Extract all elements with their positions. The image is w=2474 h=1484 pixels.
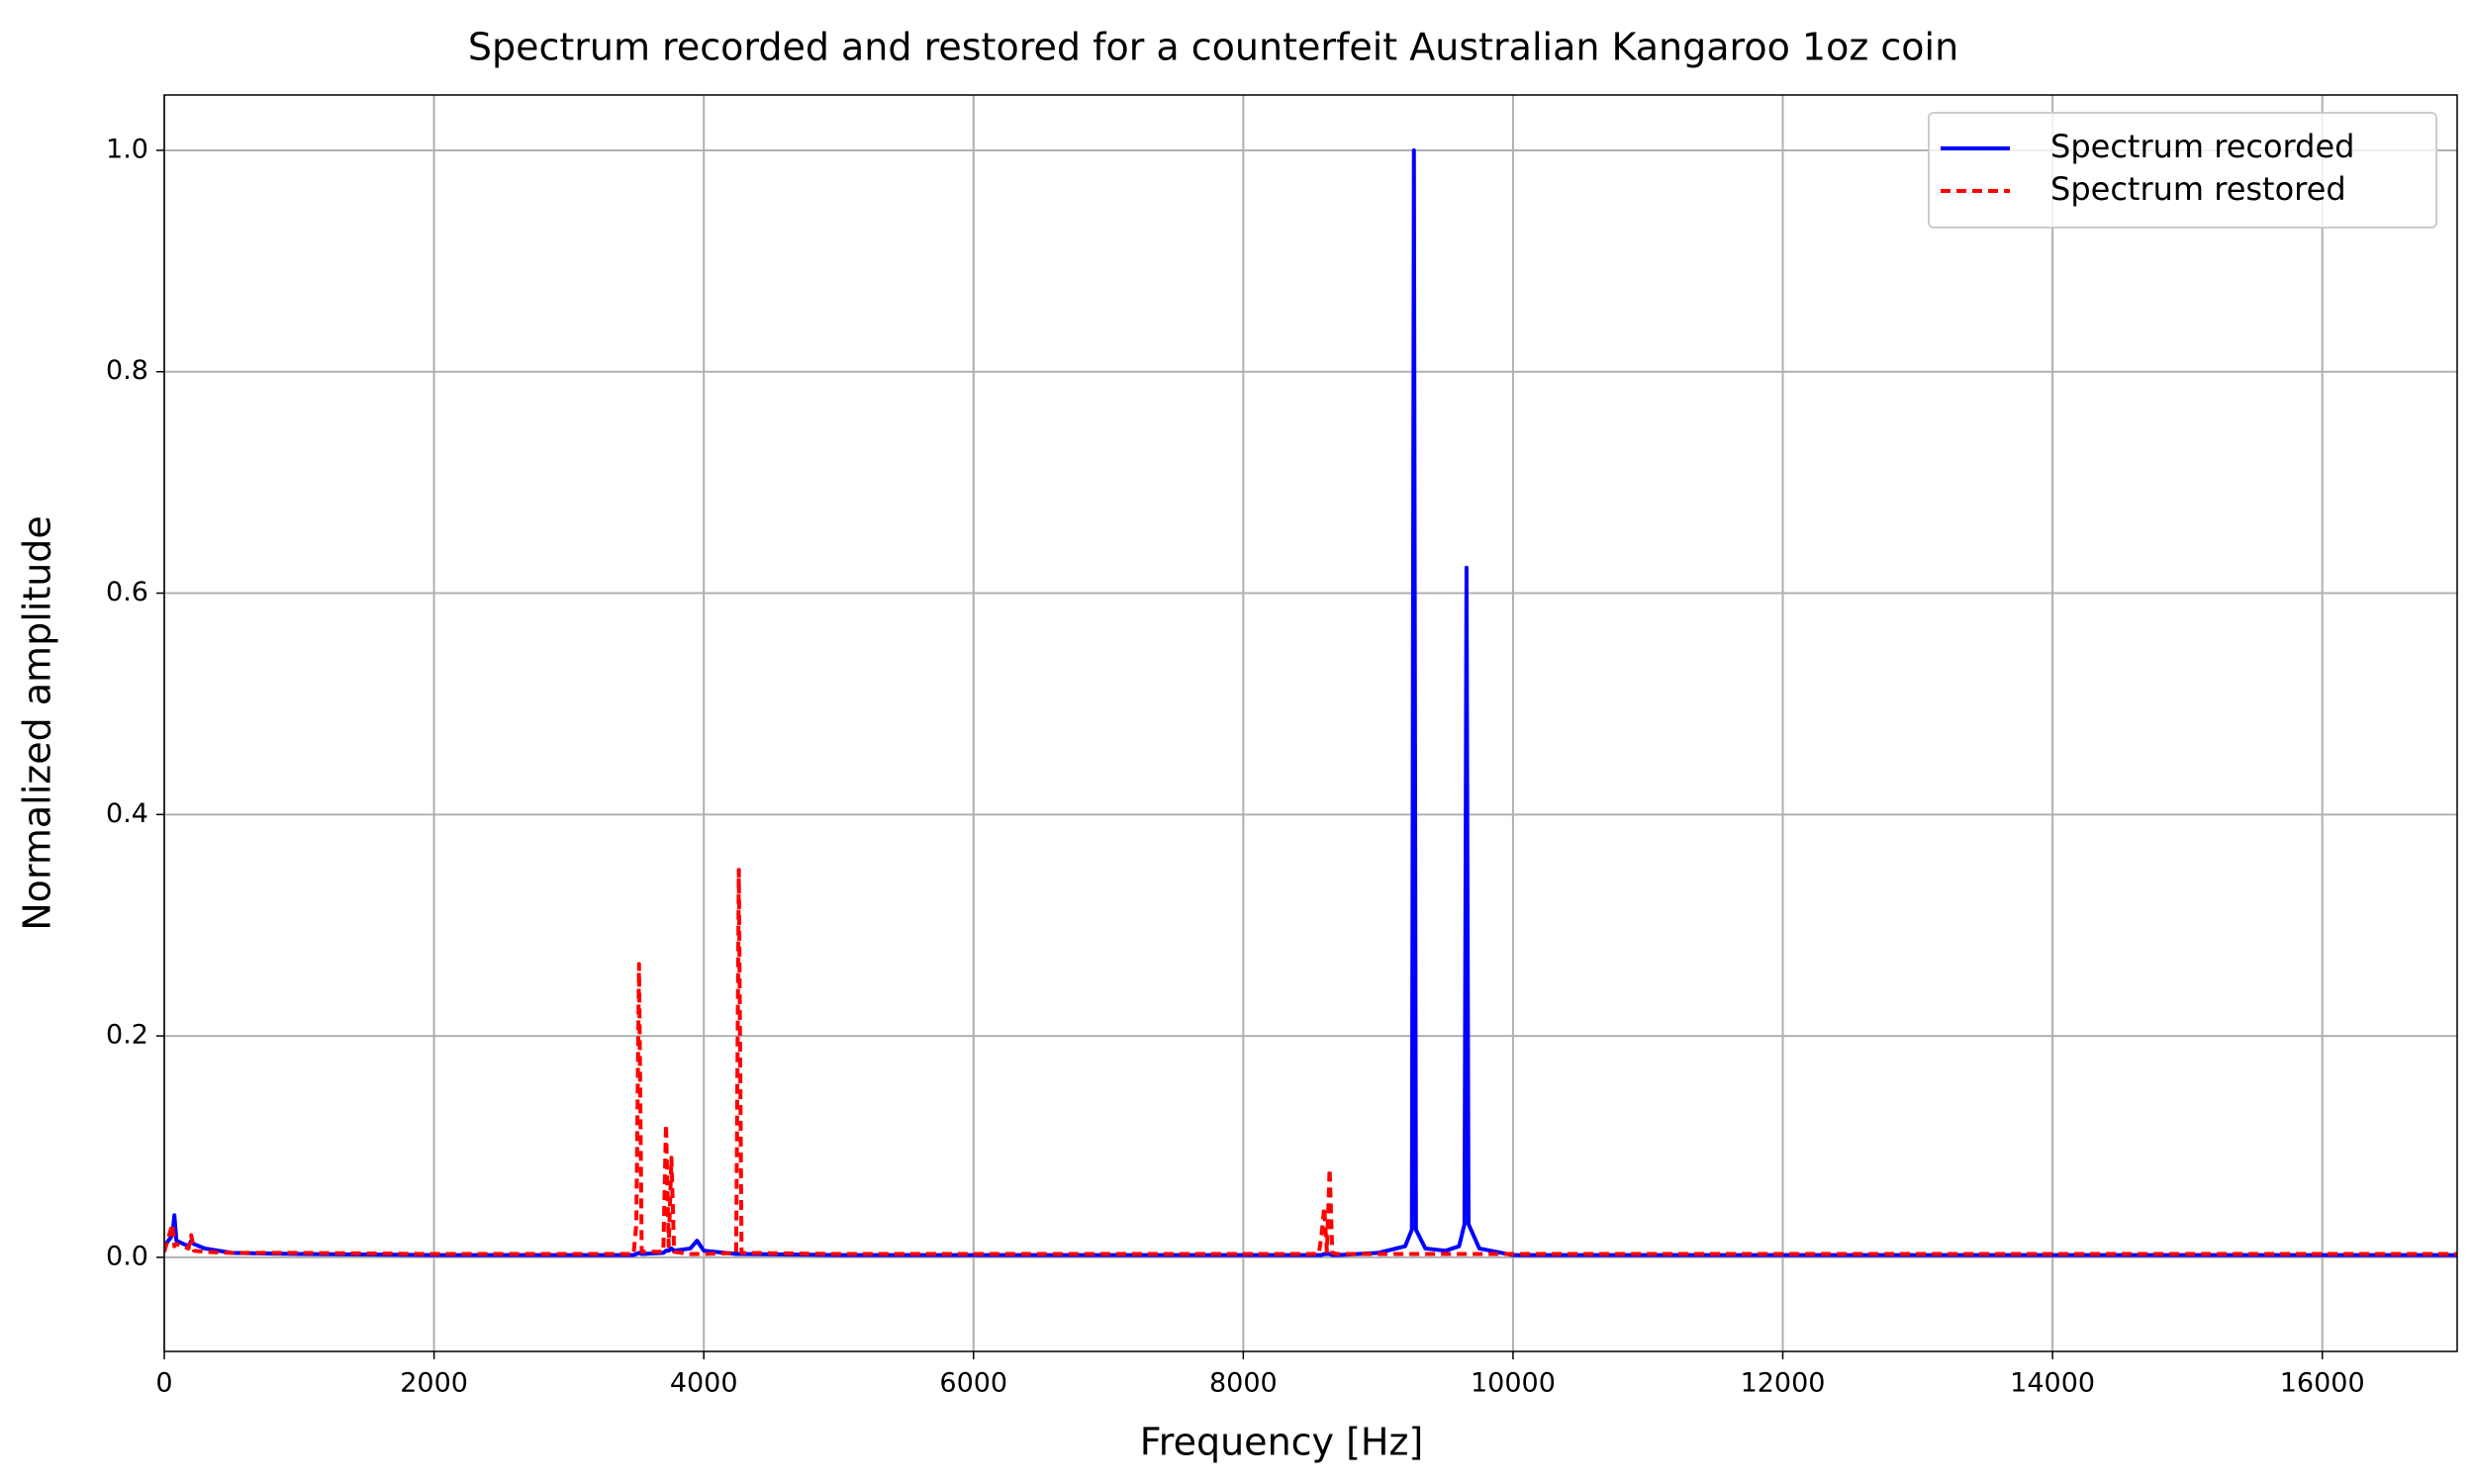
plot-frame bbox=[163, 94, 2458, 1352]
data-line bbox=[164, 147, 2457, 1257]
chart-title: Spectrum recorded and restored for a cou… bbox=[468, 26, 1958, 69]
x-axis-label: Frequency [Hz] bbox=[1140, 1421, 1424, 1464]
x-tick-label: 16000 bbox=[2280, 1368, 2365, 1399]
y-tick-label: 0.2 bbox=[106, 1020, 148, 1051]
x-tick-label: 6000 bbox=[939, 1368, 1007, 1399]
legend-box bbox=[1928, 112, 2437, 229]
data-line bbox=[164, 868, 2457, 1256]
y-tick-label: 0.6 bbox=[106, 577, 148, 607]
y-axis-label: Normalized amplitude bbox=[16, 515, 59, 931]
x-tick-label: 0 bbox=[155, 1368, 172, 1399]
x-tick-label: 14000 bbox=[2010, 1368, 2095, 1399]
x-tick-label: 8000 bbox=[1209, 1368, 1278, 1399]
legend: Spectrum recorded Spectrum restored bbox=[1928, 112, 2437, 229]
x-tick-label: 2000 bbox=[400, 1368, 468, 1399]
x-tick-label: 10000 bbox=[1471, 1368, 1556, 1399]
y-tick-label: 1.0 bbox=[106, 134, 148, 164]
y-tick-label: 0.0 bbox=[106, 1241, 148, 1271]
legend-label: Spectrum recorded bbox=[2050, 128, 2354, 165]
y-tick-label: 0.8 bbox=[106, 355, 148, 386]
x-tick-label: 12000 bbox=[1741, 1368, 1826, 1399]
x-tick-label: 4000 bbox=[670, 1368, 738, 1399]
legend-label: Spectrum restored bbox=[2050, 170, 2346, 208]
y-tick-label: 0.4 bbox=[106, 798, 148, 829]
